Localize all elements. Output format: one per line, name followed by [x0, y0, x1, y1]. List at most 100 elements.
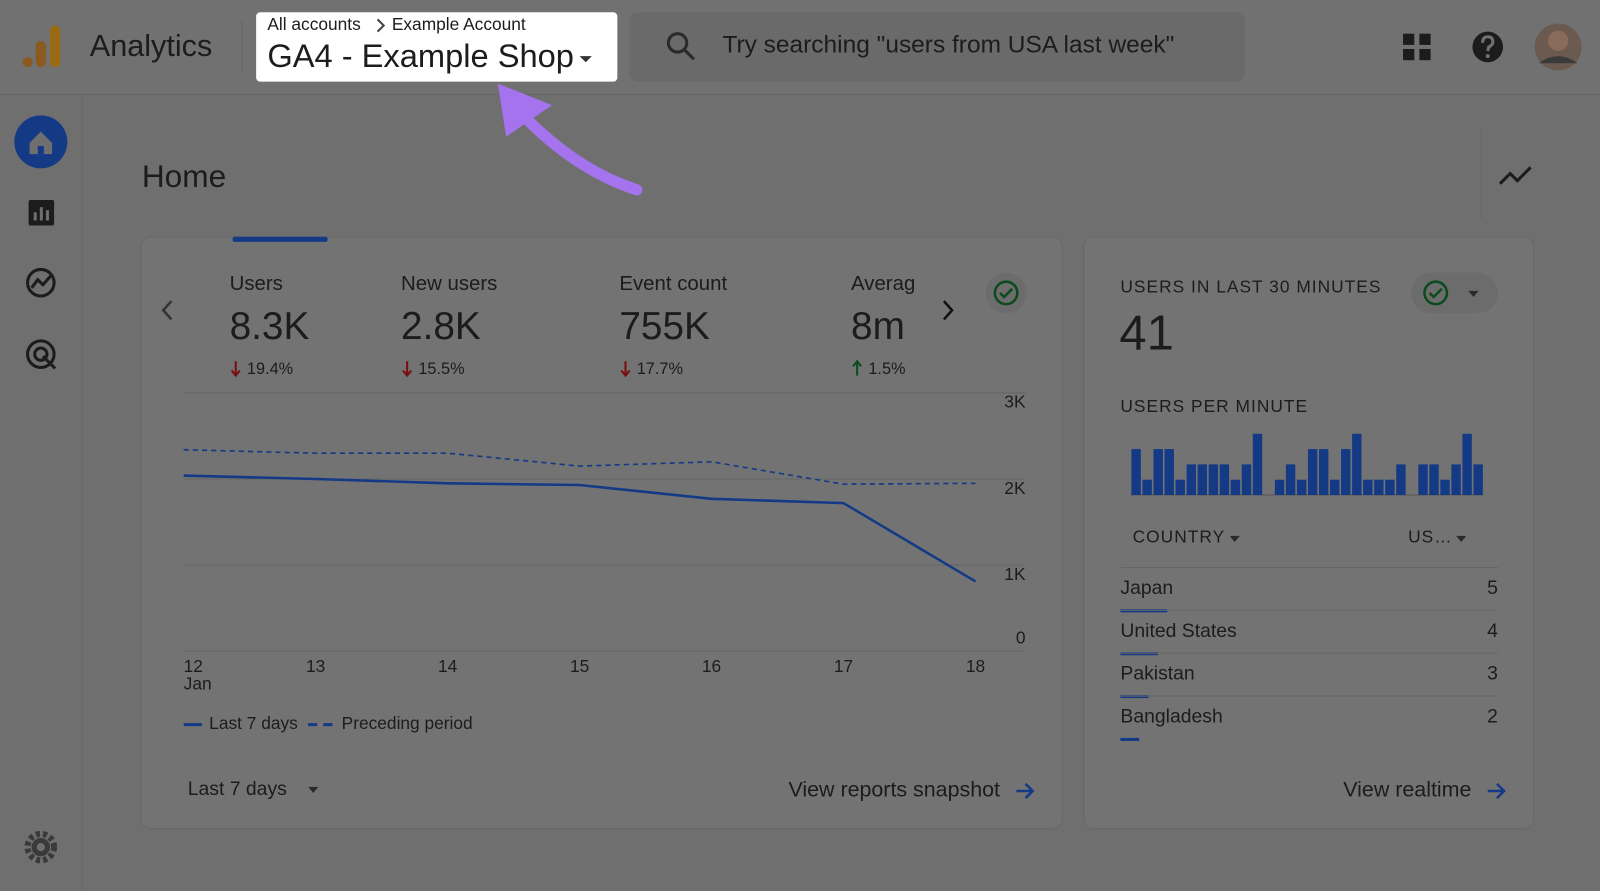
bar [1363, 479, 1373, 495]
bar [1462, 433, 1472, 495]
apps-icon[interactable] [1403, 33, 1431, 61]
trend-arrow [230, 361, 241, 378]
page-title: Home [142, 158, 226, 194]
column-label[interactable]: COUNTRY [1133, 526, 1226, 546]
property-name[interactable]: GA4 - Example Shop [267, 37, 574, 74]
bar [1451, 464, 1461, 495]
nav-explore[interactable] [26, 267, 56, 298]
status-dropdown[interactable] [1411, 272, 1498, 314]
nav-reports[interactable] [28, 200, 55, 226]
prev-button[interactable] [161, 300, 173, 321]
metric-value[interactable]: 2.8K [401, 305, 481, 348]
metric-change: 19.4% [247, 360, 293, 378]
x-month-label: Jan [184, 673, 212, 693]
realtime-total: 41 [1119, 307, 1173, 361]
bar [1307, 449, 1318, 495]
bar [1131, 449, 1141, 495]
nav-settings[interactable] [24, 830, 58, 864]
next-button[interactable] [942, 300, 954, 321]
search-placeholder[interactable]: Try searching "users from USA last week" [722, 31, 1174, 58]
insights-icon[interactable] [1498, 166, 1532, 185]
metric-label[interactable]: New users [401, 273, 497, 295]
x-tick-label: 13 [306, 656, 325, 676]
metric-tab[interactable]: Users 8.3K 19.4% [230, 273, 310, 378]
bar [1186, 464, 1196, 495]
metric-change: 15.5% [418, 360, 464, 378]
metric-label[interactable]: Averag [851, 273, 915, 295]
link[interactable]: View realtime [1343, 778, 1471, 802]
country-name: United States [1120, 620, 1236, 642]
country-name: Pakistan [1120, 663, 1194, 685]
bar [1318, 449, 1329, 495]
help-icon[interactable] [1472, 31, 1504, 63]
bar [1296, 479, 1307, 495]
y-tick-label: 3K [1004, 392, 1026, 412]
series-line [183, 448, 976, 485]
bar [1473, 464, 1483, 495]
metric-change: 1.5% [868, 360, 905, 378]
column-header[interactable]: US… [1408, 526, 1467, 546]
nav-advertising[interactable] [26, 339, 57, 370]
card-title: USERS IN LAST 30 MINUTES [1120, 276, 1381, 296]
metric-label[interactable]: Event count [619, 273, 727, 295]
date-range-selector[interactable]: Last 7 days [188, 778, 319, 800]
metric-value[interactable]: 8m [851, 305, 905, 348]
metric-value[interactable]: 8.3K [230, 305, 310, 348]
date-range[interactable]: Last 7 days [188, 778, 287, 800]
metric-tab[interactable]: Event count 755K 17.7% [619, 273, 727, 378]
link[interactable]: View reports snapshot [788, 778, 1000, 802]
country-name: Japan [1120, 577, 1173, 599]
series-line [183, 474, 977, 583]
x-tick-label: 16 [702, 656, 721, 676]
country-name: Bangladesh [1120, 706, 1222, 728]
y-tick-label: 2K [1004, 478, 1026, 498]
bar [1175, 479, 1185, 495]
reports-link[interactable]: View reports snapshot [788, 778, 1035, 802]
y-tick-label: 1K [1004, 564, 1026, 584]
realtime-link[interactable]: View realtime [1343, 778, 1506, 802]
sort-icon [1229, 535, 1240, 542]
bar [1285, 464, 1296, 495]
bar [1153, 449, 1163, 495]
legend: Last 7 days Preceding period [183, 713, 473, 733]
bar [1385, 479, 1395, 495]
bar [1341, 449, 1351, 495]
breadcrumb[interactable]: Example Account [392, 14, 526, 34]
bar [1330, 479, 1340, 495]
bar [1274, 479, 1285, 495]
realtime-card [1083, 236, 1535, 830]
user-count: 4 [1487, 620, 1498, 642]
nav-home[interactable] [14, 115, 68, 169]
metric-tab[interactable]: New users 2.8K 15.5% [401, 273, 497, 378]
share-bar [1120, 737, 1140, 741]
bar [1142, 479, 1152, 495]
metric-value[interactable]: 755K [619, 305, 710, 348]
metric-change: 17.7% [637, 360, 683, 378]
status-check[interactable] [985, 272, 1027, 314]
tab-indicator [232, 236, 328, 242]
column-header[interactable]: COUNTRY [1133, 526, 1240, 546]
metric-tab[interactable]: Averag 8m 1.5% [851, 273, 915, 378]
logo [22, 25, 61, 68]
bar [1230, 479, 1241, 495]
property-selector[interactable]: All accounts Example Account GA4 - Examp… [256, 12, 618, 82]
avatar[interactable] [1534, 23, 1582, 71]
search-box[interactable]: Try searching "users from USA last week" [629, 12, 1245, 82]
metric-label[interactable]: Users [230, 273, 283, 295]
trend-arrow [852, 359, 863, 376]
column-label[interactable]: US… [1408, 526, 1452, 546]
sort-icon [1456, 535, 1467, 542]
trend-arrow [620, 361, 631, 378]
line-chart: 0 1K 2K 3K 12 13 14 15 16 17 18 Jan [183, 392, 1026, 693]
bar [1429, 464, 1439, 495]
x-tick-label: 14 [438, 656, 458, 676]
overview-card [140, 236, 1063, 830]
x-tick-label: 15 [570, 656, 589, 676]
breadcrumb[interactable]: All accounts [267, 14, 361, 34]
bar [1219, 464, 1230, 495]
legend-label: Last 7 days [209, 713, 298, 733]
bar [1252, 433, 1263, 495]
mini-bar-chart [1130, 433, 1484, 496]
